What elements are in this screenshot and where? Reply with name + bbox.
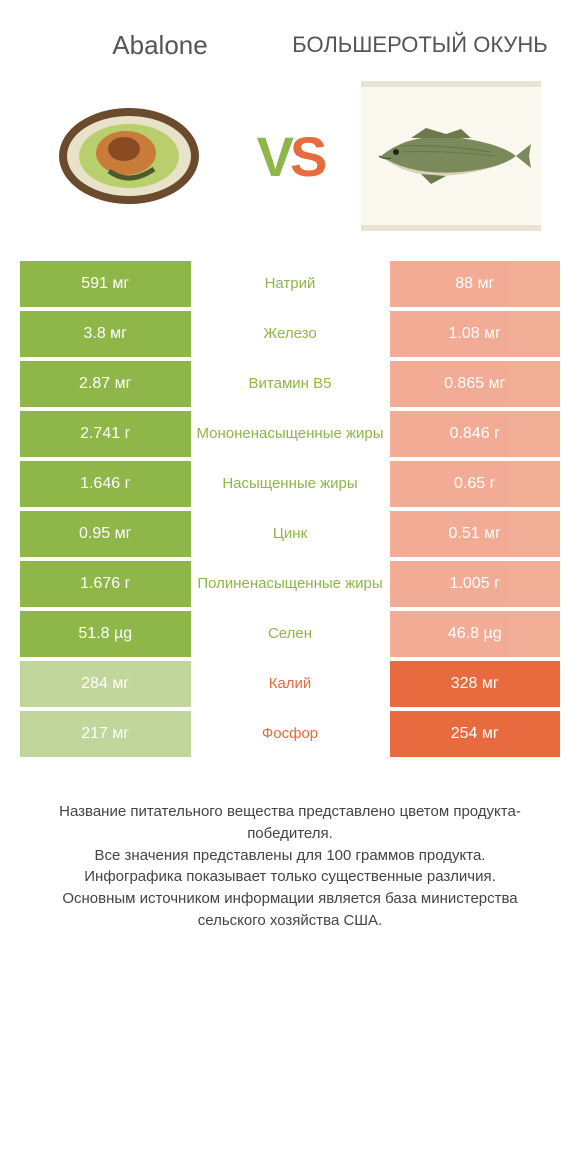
footer-line: Инфографика показывает только существенн… bbox=[30, 866, 550, 888]
nutrient-label: Железо bbox=[191, 311, 390, 357]
title-right: БОЛЬШЕРОТЫЙ ОКУНЬ bbox=[290, 32, 550, 58]
nutrient-label: Полиненасыщенные жиры bbox=[191, 561, 390, 607]
footer-line: Название питательного вещества представл… bbox=[30, 801, 550, 845]
vs-v: V bbox=[257, 125, 290, 188]
value-left: 284 мг bbox=[20, 661, 191, 707]
footer-line: Все значения представлены для 100 граммо… bbox=[30, 845, 550, 867]
images-row: VS bbox=[0, 71, 580, 261]
comparison-table: 591 мгНатрий88 мг3.8 мгЖелезо1.08 мг2.87… bbox=[0, 261, 580, 757]
fish-icon bbox=[371, 126, 531, 186]
value-left: 2.87 мг bbox=[20, 361, 191, 407]
nutrient-label: Витамин B5 bbox=[191, 361, 390, 407]
value-right: 0.865 мг bbox=[390, 361, 561, 407]
value-right: 0.51 мг bbox=[390, 511, 561, 557]
value-right: 328 мг bbox=[390, 661, 561, 707]
value-left: 1.646 г bbox=[20, 461, 191, 507]
value-left: 51.8 µg bbox=[20, 611, 191, 657]
vs-s: S bbox=[290, 125, 323, 188]
header: Abalone БОЛЬШЕРОТЫЙ ОКУНЬ bbox=[0, 0, 580, 71]
nutrient-label: Селен bbox=[191, 611, 390, 657]
nutrient-label: Цинк bbox=[191, 511, 390, 557]
table-row: 284 мгКалий328 мг bbox=[20, 661, 560, 707]
value-right: 46.8 µg bbox=[390, 611, 561, 657]
table-row: 1.646 гНасыщенные жиры0.65 г bbox=[20, 461, 560, 507]
value-right: 0.65 г bbox=[390, 461, 561, 507]
nutrient-label: Калий bbox=[191, 661, 390, 707]
table-row: 2.87 мгВитамин B50.865 мг bbox=[20, 361, 560, 407]
value-right: 1.08 мг bbox=[390, 311, 561, 357]
value-left: 217 мг bbox=[20, 711, 191, 757]
title-left: Abalone bbox=[30, 30, 290, 61]
table-row: 3.8 мгЖелезо1.08 мг bbox=[20, 311, 560, 357]
abalone-icon bbox=[54, 101, 204, 211]
abalone-image bbox=[39, 81, 219, 231]
nutrient-label: Натрий bbox=[191, 261, 390, 307]
value-right: 254 мг bbox=[390, 711, 561, 757]
value-left: 1.676 г bbox=[20, 561, 191, 607]
value-left: 591 мг bbox=[20, 261, 191, 307]
table-row: 217 мгФосфор254 мг bbox=[20, 711, 560, 757]
table-row: 591 мгНатрий88 мг bbox=[20, 261, 560, 307]
value-left: 2.741 г bbox=[20, 411, 191, 457]
value-right: 1.005 г bbox=[390, 561, 561, 607]
nutrient-label: Насыщенные жиры bbox=[191, 461, 390, 507]
table-row: 1.676 гПолиненасыщенные жиры1.005 г bbox=[20, 561, 560, 607]
table-row: 2.741 гМононенасыщенные жиры0.846 г bbox=[20, 411, 560, 457]
value-right: 88 мг bbox=[390, 261, 561, 307]
bass-image bbox=[361, 81, 541, 231]
table-row: 0.95 мгЦинк0.51 мг bbox=[20, 511, 560, 557]
footer-notes: Название питательного вещества представл… bbox=[0, 761, 580, 952]
value-left: 0.95 мг bbox=[20, 511, 191, 557]
value-left: 3.8 мг bbox=[20, 311, 191, 357]
nutrient-label: Мононенасыщенные жиры bbox=[191, 411, 390, 457]
nutrient-label: Фосфор bbox=[191, 711, 390, 757]
value-right: 0.846 г bbox=[390, 411, 561, 457]
footer-line: Основным источником информации является … bbox=[30, 888, 550, 932]
table-row: 51.8 µgСелен46.8 µg bbox=[20, 611, 560, 657]
vs-label: VS bbox=[257, 124, 324, 189]
